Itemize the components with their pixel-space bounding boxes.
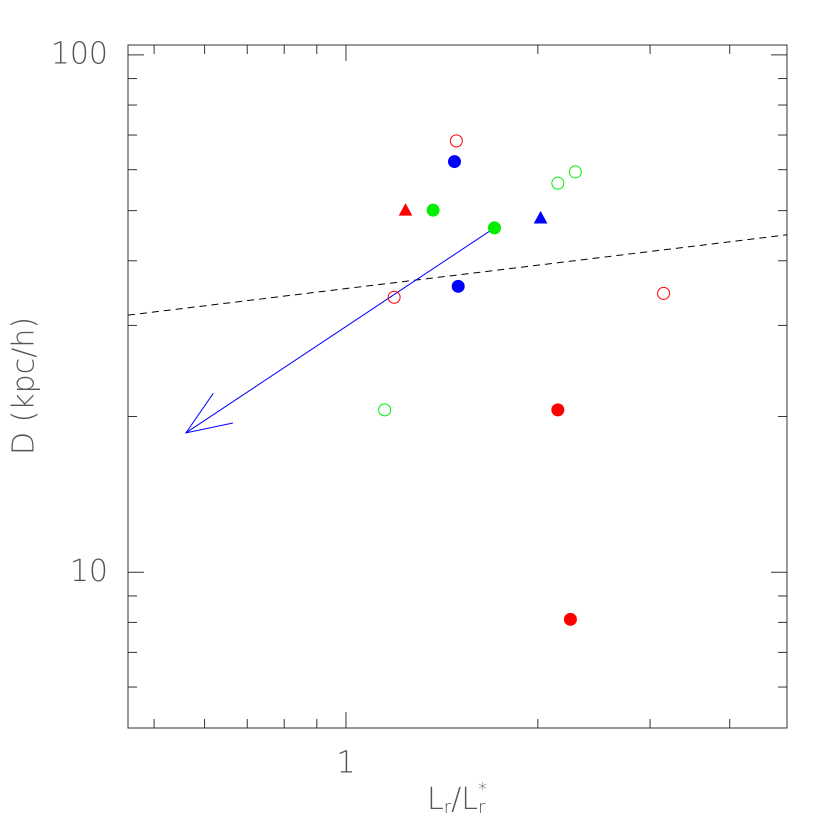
point (551, 176, 565, 190)
point (398, 203, 413, 216)
point (563, 612, 577, 626)
y-tick-label: 10 (70, 554, 108, 589)
x-axis-label: Lr/L* r (427, 779, 487, 818)
y-tick-label: 100 (51, 36, 108, 71)
point (387, 290, 401, 304)
x-label-sep: /L (451, 782, 478, 817)
point (568, 165, 582, 179)
x-tick-label: 1 (336, 746, 355, 781)
point (487, 221, 501, 235)
fit-line (127, 234, 788, 316)
point (449, 134, 463, 148)
arrow-head (184, 393, 234, 434)
x-label-main: L (427, 782, 444, 817)
point (551, 403, 565, 417)
point (533, 210, 548, 224)
y-axis-label: D (kpc/h) (7, 317, 42, 455)
point (426, 203, 440, 217)
plot-frame (127, 44, 788, 729)
point (447, 155, 461, 169)
point (657, 286, 671, 300)
point (378, 403, 392, 417)
x-label-sup: * (478, 779, 487, 800)
arrow (185, 227, 495, 434)
point (451, 279, 465, 293)
x-label-sub: r (444, 797, 452, 818)
x-label-sub: r (478, 797, 486, 818)
